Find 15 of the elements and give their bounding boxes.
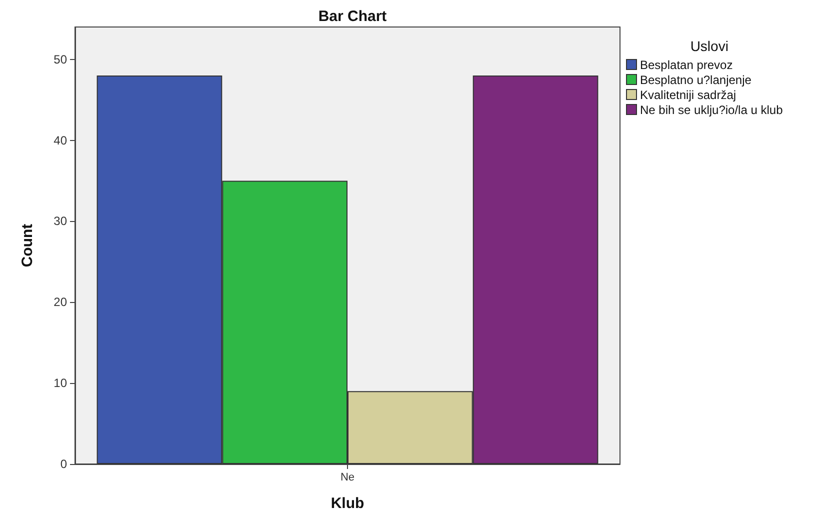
y-tick-label: 10 [54,376,68,390]
y-tick-label: 0 [60,457,68,471]
chart-title: Bar Chart [318,8,387,25]
legend-label: Ne bih se uklju?io/la u klub [640,102,783,116]
y-axis-title: Count [19,224,36,268]
x-axis-title: Klub [330,495,364,512]
x-tick-label: Ne [340,472,355,484]
legend-label: Kvalitetniji sadržaj [640,88,736,102]
y-tick-label: 50 [54,52,68,66]
legend-label: Besplatno u?lanjenje [640,72,752,86]
y-tick-label: 40 [54,133,68,148]
y-tick-label: 30 [54,214,68,228]
y-tick-label: 20 [54,295,68,310]
legend-label: Besplatan prevoz [640,58,733,72]
legend-title: Uslovi [689,38,730,54]
